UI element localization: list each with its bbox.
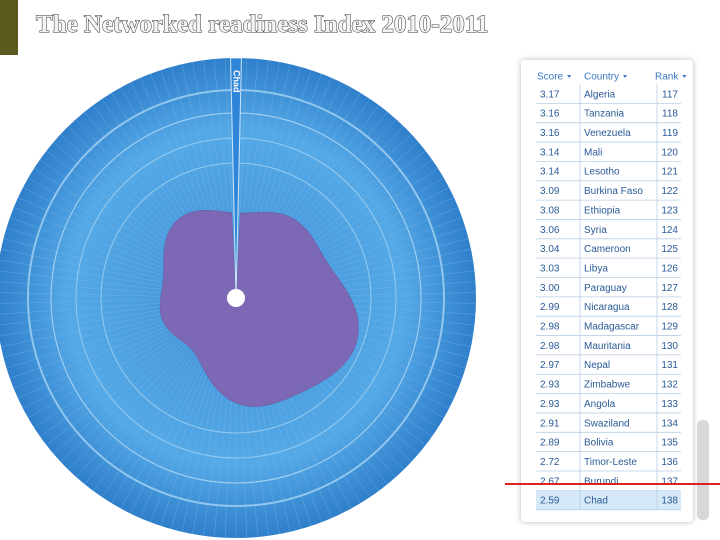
table-cell: 3.08 xyxy=(540,205,560,216)
table-cell: 2.93 xyxy=(540,380,560,391)
table-cell: 130 xyxy=(661,341,678,352)
table-cell[interactable]: Angola xyxy=(584,399,616,410)
sort-arrow xyxy=(567,75,572,78)
table-cell: 121 xyxy=(661,167,678,178)
table-cell: 137 xyxy=(661,476,678,487)
table-panel xyxy=(521,60,693,522)
table-cell: 132 xyxy=(661,380,678,391)
table-cell: 2.97 xyxy=(540,360,560,371)
accent-bar xyxy=(0,0,18,55)
table-cell[interactable]: Nepal xyxy=(584,360,610,371)
selected-row xyxy=(536,490,681,510)
table-cell[interactable]: Mali xyxy=(584,147,602,158)
table-cell[interactable]: Lesotho xyxy=(584,167,620,178)
radial-chart: Chad xyxy=(0,58,476,538)
column-header[interactable]: Rank xyxy=(655,72,679,83)
score-area xyxy=(159,210,359,407)
table-cell: 3.09 xyxy=(540,186,560,197)
table-cell[interactable]: Swaziland xyxy=(584,418,630,429)
table-cell: 3.03 xyxy=(540,263,560,274)
table-cell[interactable]: Paraguay xyxy=(584,283,627,294)
table-cell: 131 xyxy=(661,360,678,371)
table-cell: 125 xyxy=(661,244,678,255)
table-cell[interactable]: Syria xyxy=(584,225,607,236)
table-cell: 118 xyxy=(662,109,678,120)
table-cell: 122 xyxy=(661,186,678,197)
table-cell: 128 xyxy=(661,302,678,313)
table-cell[interactable]: Tanzania xyxy=(584,109,624,120)
table-cell: 129 xyxy=(661,322,678,333)
table-cell[interactable]: Burundi xyxy=(584,476,618,487)
table-cell[interactable]: Cameroon xyxy=(584,244,631,255)
table-cell: 3.14 xyxy=(540,167,560,178)
table-cell[interactable]: Zimbabwe xyxy=(584,380,631,391)
ranking-table: Score Country Rank 3.17 Algeria 117 3.16 Tanzan… xyxy=(536,72,687,511)
table-cell: 2.59 xyxy=(540,496,560,507)
table-cell: 120 xyxy=(661,147,678,158)
table-cell: 138 xyxy=(661,496,678,507)
table-cell: 3.00 xyxy=(540,283,560,294)
table-cell: 133 xyxy=(661,399,678,410)
sort-arrow xyxy=(623,75,628,78)
table-cell: 3.14 xyxy=(540,147,560,158)
table-cell[interactable]: Ethiopia xyxy=(584,205,621,216)
table-cell[interactable]: Venezuela xyxy=(584,128,631,139)
table-cell[interactable]: Chad xyxy=(584,496,608,507)
table-cell: 2.99 xyxy=(540,302,560,313)
table-cell: 3.16 xyxy=(540,109,560,120)
table-cell: 126 xyxy=(661,263,678,274)
column-header[interactable]: Country xyxy=(584,72,619,83)
table-cell: 124 xyxy=(661,225,678,236)
wheel-hub xyxy=(227,289,245,307)
table-cell: 2.98 xyxy=(540,341,560,352)
table-cell: 127 xyxy=(661,283,678,294)
table-cell: 3.04 xyxy=(540,244,560,255)
table-cell: 3.06 xyxy=(540,225,560,236)
table-cell: 2.67 xyxy=(540,476,560,487)
table-cell: 3.16 xyxy=(540,128,560,139)
table-cell[interactable]: Burkina Faso xyxy=(584,186,643,197)
table-cell[interactable]: Libya xyxy=(584,263,608,274)
table-cell: 123 xyxy=(661,205,678,216)
table-cell: 117 xyxy=(662,89,678,100)
table-cell[interactable]: Timor-Leste xyxy=(584,457,637,468)
highlight-label: Chad xyxy=(232,70,242,93)
table-cell: 2.98 xyxy=(540,322,560,333)
table-cell: 2.93 xyxy=(540,399,560,410)
slide-title: The Networked readiness Index 2010-2011 xyxy=(36,11,488,38)
table-cell: 3.17 xyxy=(540,89,560,100)
table-cell: 119 xyxy=(662,128,678,139)
table-cell[interactable]: Algeria xyxy=(584,89,616,100)
table-cell[interactable]: Bolivia xyxy=(584,438,614,449)
table-cell[interactable]: Madagascar xyxy=(584,322,640,333)
column-header[interactable]: Score xyxy=(537,72,564,83)
table-cell[interactable]: Mauritania xyxy=(584,341,631,352)
table-cell: 2.89 xyxy=(540,438,560,449)
highlight-wedge xyxy=(230,58,242,299)
scrollbar[interactable] xyxy=(697,420,709,520)
table-cell: 134 xyxy=(661,418,678,429)
sort-arrow xyxy=(682,75,687,78)
table-cell[interactable]: Nicaragua xyxy=(584,302,630,313)
table-cell: 2.72 xyxy=(540,457,560,468)
table-cell: 136 xyxy=(661,457,678,468)
table-cell: 135 xyxy=(661,438,678,449)
table-cell: 2.91 xyxy=(540,418,560,429)
